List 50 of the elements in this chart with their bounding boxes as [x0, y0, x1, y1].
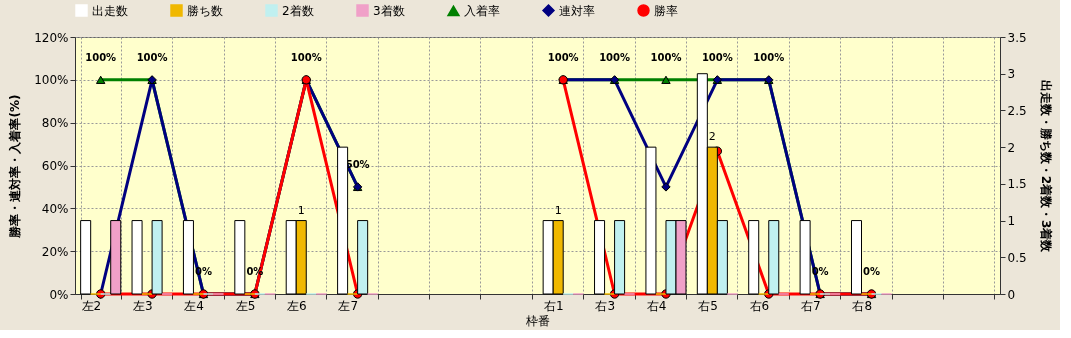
x-tick-label: 右5: [698, 298, 718, 313]
x-tick-label: 右1: [544, 298, 564, 313]
data-label: 0%: [863, 266, 881, 277]
data-label: 100%: [85, 51, 117, 63]
legend-label: 勝ち数: [187, 3, 223, 18]
legend-label: 勝率: [654, 3, 678, 18]
x-tick-label: 左4: [184, 298, 204, 313]
x-tick-label: 右6: [749, 298, 770, 313]
data-label: 100%: [290, 51, 322, 63]
x-tick-label: 左5: [235, 298, 256, 313]
data-label: 1: [297, 203, 305, 217]
data-label: 100%: [136, 51, 168, 63]
y2-tick-label: 2.5: [1007, 103, 1027, 118]
y-axis-title: 勝率・連対率・入着率(%): [8, 94, 23, 239]
y-tick-label: 0%: [49, 287, 69, 302]
x-tick-label: 左3: [132, 298, 153, 313]
y-tick-label: 80%: [41, 116, 69, 131]
legend-label: 出走数: [92, 3, 128, 18]
data-label: 1: [554, 203, 562, 217]
y2-tick-label: 3: [1007, 67, 1016, 82]
data-label: 100%: [650, 51, 682, 63]
y2-axis-title: 出走数・勝ち数・2着数・3着数: [1038, 79, 1053, 254]
y2-tick-label: 0: [1007, 287, 1016, 302]
x-tick-label: 右4: [646, 298, 667, 313]
y-tick-label: 120%: [34, 30, 69, 45]
y-tick-label: 40%: [41, 201, 69, 216]
x-tick-label: 右8: [852, 298, 873, 313]
data-label: 100%: [701, 51, 733, 63]
legend-label: 入着率: [464, 3, 500, 18]
y-tick-label: 100%: [34, 73, 69, 88]
y2-tick-label: 2: [1007, 140, 1016, 155]
legend-label: 3着数: [373, 3, 405, 18]
x-axis-title: 枠番: [525, 313, 550, 328]
data-label: 100%: [599, 51, 631, 63]
legend-label: 連対率: [559, 3, 595, 18]
y2-tick-label: 1: [1007, 214, 1016, 229]
y-tick-label: 20%: [41, 244, 69, 259]
data-label: 2: [708, 130, 716, 144]
x-tick-label: 左7: [338, 298, 359, 313]
y2-tick-label: 0.5: [1007, 250, 1027, 265]
y2-tick-label: 1.5: [1007, 177, 1027, 192]
data-label: 100%: [547, 51, 579, 63]
x-tick-label: 右7: [801, 298, 821, 313]
legend-label: 2着数: [282, 3, 314, 18]
y-tick-label: 60%: [41, 159, 69, 173]
y2-tick-label: 3.5: [1007, 30, 1027, 45]
x-tick-label: 左2: [81, 298, 102, 313]
x-tick-label: 右3: [595, 298, 616, 313]
x-tick-label: 左6: [287, 298, 307, 313]
data-label: 100%: [753, 51, 785, 63]
